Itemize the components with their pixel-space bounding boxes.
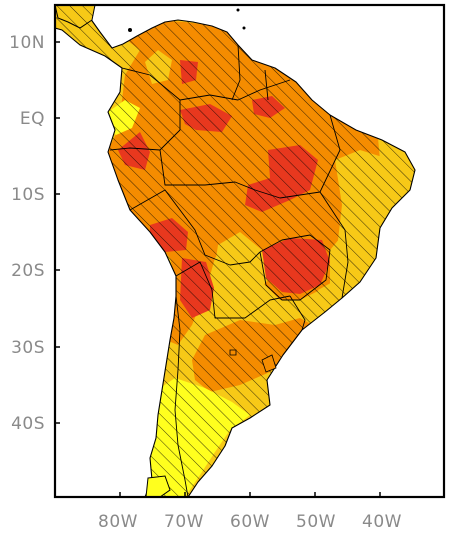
coastline bbox=[55, 5, 416, 497]
lon-label-60w: 60W bbox=[230, 512, 270, 532]
longitude-axis: 80W 70W 60W 50W 40W bbox=[98, 492, 402, 532]
lat-label-10s: 10S bbox=[11, 185, 45, 205]
lat-label-20s: 20S bbox=[11, 261, 45, 281]
lon-label-80w: 80W bbox=[98, 512, 138, 532]
islands bbox=[145, 349, 277, 498]
lat-label-30s: 30S bbox=[11, 338, 45, 358]
country-borders bbox=[109, 44, 349, 497]
latitude-axis: 10N EQ 10S 20S 30S 40S bbox=[9, 33, 60, 434]
lon-label-50w: 50W bbox=[296, 512, 336, 532]
lon-label-70w: 70W bbox=[164, 512, 204, 532]
lon-label-40w: 40W bbox=[362, 512, 402, 532]
central-america bbox=[55, 5, 246, 32]
lat-label-40s: 40S bbox=[11, 414, 45, 434]
lat-label-eq: EQ bbox=[20, 109, 45, 129]
lat-label-10n: 10N bbox=[9, 33, 45, 53]
